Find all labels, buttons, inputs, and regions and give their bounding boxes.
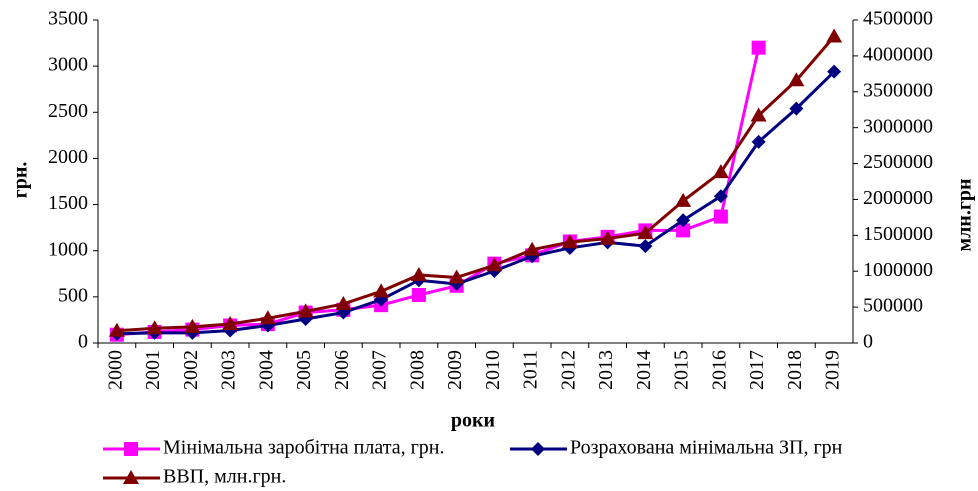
series-line — [116, 70, 836, 336]
x-tick-label: 2017 — [746, 350, 768, 390]
marker — [486, 257, 503, 272]
legend-marker — [531, 442, 545, 456]
x-tick-label: 2002 — [180, 350, 202, 390]
marker — [259, 310, 276, 325]
marker — [637, 225, 654, 240]
marker — [789, 101, 804, 116]
marker — [599, 230, 616, 245]
legend-marker — [124, 442, 138, 456]
x-tick-label: 2015 — [671, 350, 693, 390]
marker — [827, 64, 842, 79]
legend-marker — [123, 470, 139, 484]
y2-tick-label: 3000000 — [863, 115, 933, 137]
x-tick-label: 2007 — [369, 350, 391, 390]
x-tick-label: 2011 — [520, 350, 542, 389]
legend-label: Мінімальна заробітна плата, грн. — [163, 437, 445, 459]
marker — [335, 295, 352, 310]
y2-tick-label: 1500000 — [863, 223, 933, 245]
marker — [146, 320, 163, 335]
x-tick-label: 2012 — [557, 350, 579, 390]
x-tick-label: 2000 — [104, 350, 126, 390]
marker — [108, 322, 125, 337]
x-tick-label: 2008 — [406, 350, 428, 390]
y2-axis-title: млн.грн — [954, 178, 976, 251]
y-tick-label: 3000 — [48, 54, 88, 76]
series-line — [116, 47, 761, 337]
marker — [675, 192, 692, 207]
y2-tick-label: 3500000 — [863, 79, 933, 101]
x-tick-label: 2014 — [633, 350, 655, 390]
marker — [676, 223, 691, 238]
y-tick-label: 1500 — [48, 192, 88, 214]
y2-tick-label: 4000000 — [863, 43, 933, 65]
y-tick-label: 0 — [78, 331, 88, 353]
y-axis-title: грн. — [10, 162, 32, 199]
x-tick-label: 2005 — [293, 350, 315, 390]
x-tick-label: 2001 — [142, 350, 164, 390]
y2-tick-label: 0 — [863, 331, 873, 353]
marker — [713, 209, 728, 224]
marker — [751, 40, 766, 55]
marker — [297, 303, 314, 318]
x-tick-label: 2010 — [482, 350, 504, 390]
x-axis-title: роки — [451, 410, 495, 432]
marker — [712, 164, 729, 179]
y2-tick-label: 4500000 — [863, 8, 933, 30]
legend-label: ВВП, млн.грн. — [163, 466, 286, 488]
x-tick-label: 2018 — [784, 350, 806, 390]
marker — [411, 288, 426, 303]
marker — [184, 318, 201, 333]
y2-tick-label: 2500000 — [863, 151, 933, 173]
y2-tick-label: 2000000 — [863, 187, 933, 209]
marker — [638, 239, 653, 254]
y-tick-label: 3500 — [48, 8, 88, 30]
y-tick-label: 2500 — [48, 100, 88, 122]
marker — [676, 213, 691, 228]
y2-tick-label: 500000 — [863, 295, 923, 317]
legend-label: Розрахована мінімальна ЗП, грн — [570, 437, 843, 459]
marker — [750, 107, 767, 122]
marker — [222, 315, 239, 330]
x-tick-label: 2004 — [255, 350, 277, 390]
marker — [826, 28, 843, 43]
marker — [561, 234, 578, 249]
marker — [410, 266, 427, 281]
marker — [448, 269, 465, 284]
x-tick-label: 2016 — [708, 350, 730, 390]
y-tick-label: 2000 — [48, 146, 88, 168]
x-tick-label: 2013 — [595, 350, 617, 390]
marker — [713, 189, 728, 204]
marker — [751, 134, 766, 149]
marker — [788, 72, 805, 87]
y-tick-label: 1000 — [48, 238, 88, 260]
x-tick-label: 2009 — [444, 350, 466, 390]
marker — [524, 241, 541, 256]
marker — [373, 283, 390, 298]
y2-tick-label: 1000000 — [863, 259, 933, 281]
x-tick-label: 2003 — [218, 350, 240, 390]
series-line — [116, 35, 836, 333]
x-tick-label: 2006 — [331, 350, 353, 390]
x-tick-label: 2019 — [822, 350, 844, 390]
y-tick-label: 500 — [58, 284, 88, 306]
